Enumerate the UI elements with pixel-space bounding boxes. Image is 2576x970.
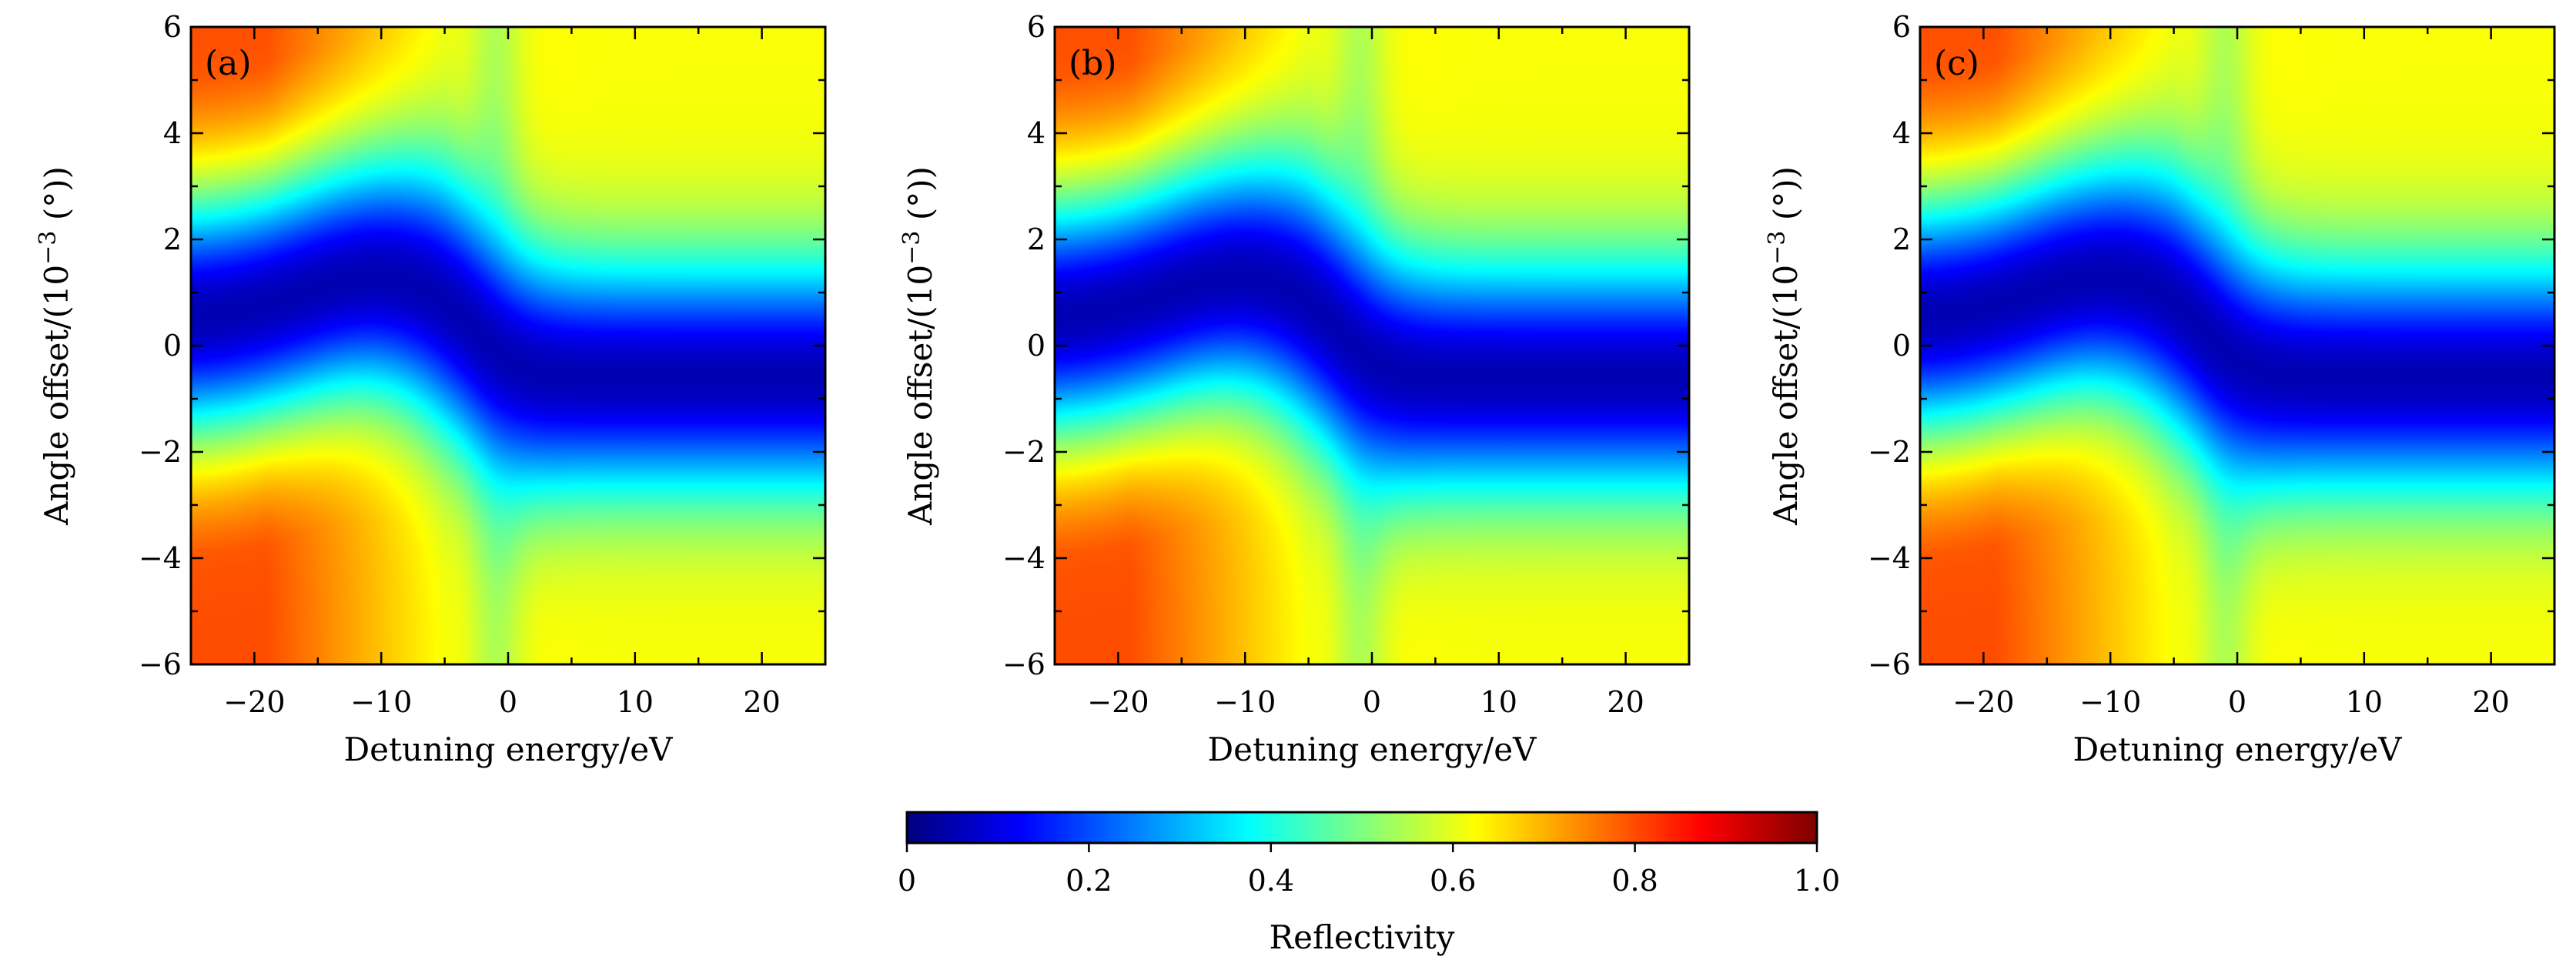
colorbar-tick-label: 0 (898, 864, 916, 898)
x-tick-label: 10 (1480, 685, 1517, 719)
y-tick-label: 6 (1892, 10, 1911, 44)
x-axis-label: Detuning energy/eV (2073, 731, 2402, 768)
y-tick-label: 0 (1892, 329, 1911, 363)
y-tick-label: 2 (1892, 222, 1911, 256)
y-tick-label: 0 (163, 329, 182, 363)
y-axis-label: Angle offset/(10−3 (°)) (1764, 166, 1805, 526)
colorbar-tick-label: 0.2 (1066, 864, 1112, 898)
y-tick-label: 2 (1027, 222, 1045, 256)
y-tick-label: 4 (1892, 116, 1911, 150)
x-tick-label: −10 (350, 685, 412, 719)
colorbar-tick-label: 0.8 (1611, 864, 1658, 898)
x-axis-label: Detuning energy/eV (1207, 731, 1537, 768)
heatmap-image (191, 27, 825, 664)
y-tick-label: 6 (163, 10, 182, 44)
x-tick-label: −20 (1952, 685, 2014, 719)
heatmap-image (1055, 27, 1689, 664)
y-tick-label: −2 (139, 435, 182, 469)
colorbar-label: Reflectivity (1270, 918, 1455, 956)
panel-label: (b) (1069, 44, 1117, 83)
y-tick-label: −2 (1868, 435, 1911, 469)
x-tick-label: 20 (1607, 685, 1644, 719)
x-tick-label: 0 (1363, 685, 1381, 719)
y-tick-label: −6 (1002, 647, 1045, 681)
x-tick-label: 0 (499, 685, 517, 719)
colorbar-gradient (907, 812, 1817, 843)
x-tick-label: 10 (2346, 685, 2383, 719)
x-tick-label: −10 (1214, 685, 1276, 719)
x-tick-label: 0 (2228, 685, 2246, 719)
x-axis-label: Detuning energy/eV (343, 731, 673, 768)
y-tick-label: −4 (139, 541, 182, 575)
y-tick-label: −6 (1868, 647, 1911, 681)
heatmap-image (1920, 27, 2554, 664)
panel-label: (c) (1934, 44, 1979, 83)
colorbar-tick-label: 0.6 (1430, 864, 1476, 898)
y-tick-label: −4 (1868, 541, 1911, 575)
colorbar-frame (905, 811, 1818, 845)
x-tick-label: −10 (2079, 685, 2141, 719)
colorbar: 0 0.2 0.4 0.6 0.8 1.0 Reflectivity (898, 811, 1840, 956)
x-tick-label: −20 (1087, 685, 1149, 719)
panel-label: (a) (205, 44, 252, 83)
y-axis-label: Angle offset/(10−3 (°)) (35, 166, 75, 526)
colorbar-tick-label: 1.0 (1794, 864, 1840, 898)
y-tick-label: 0 (1027, 329, 1045, 363)
y-tick-label: 6 (1027, 10, 1045, 44)
x-tick-label: 20 (2472, 685, 2509, 719)
y-tick-label: −2 (1002, 435, 1045, 469)
y-tick-label: 2 (163, 222, 182, 256)
colorbar-tick-label: 0.4 (1248, 864, 1294, 898)
x-tick-label: 10 (617, 685, 654, 719)
y-tick-label: −4 (1002, 541, 1045, 575)
y-tick-label: 4 (1027, 116, 1045, 150)
y-tick-label: 4 (163, 116, 182, 150)
x-tick-label: −20 (223, 685, 285, 719)
x-tick-label: 20 (743, 685, 780, 719)
y-axis-label: Angle offset/(10−3 (°)) (898, 166, 939, 526)
y-tick-label: −6 (139, 647, 182, 681)
